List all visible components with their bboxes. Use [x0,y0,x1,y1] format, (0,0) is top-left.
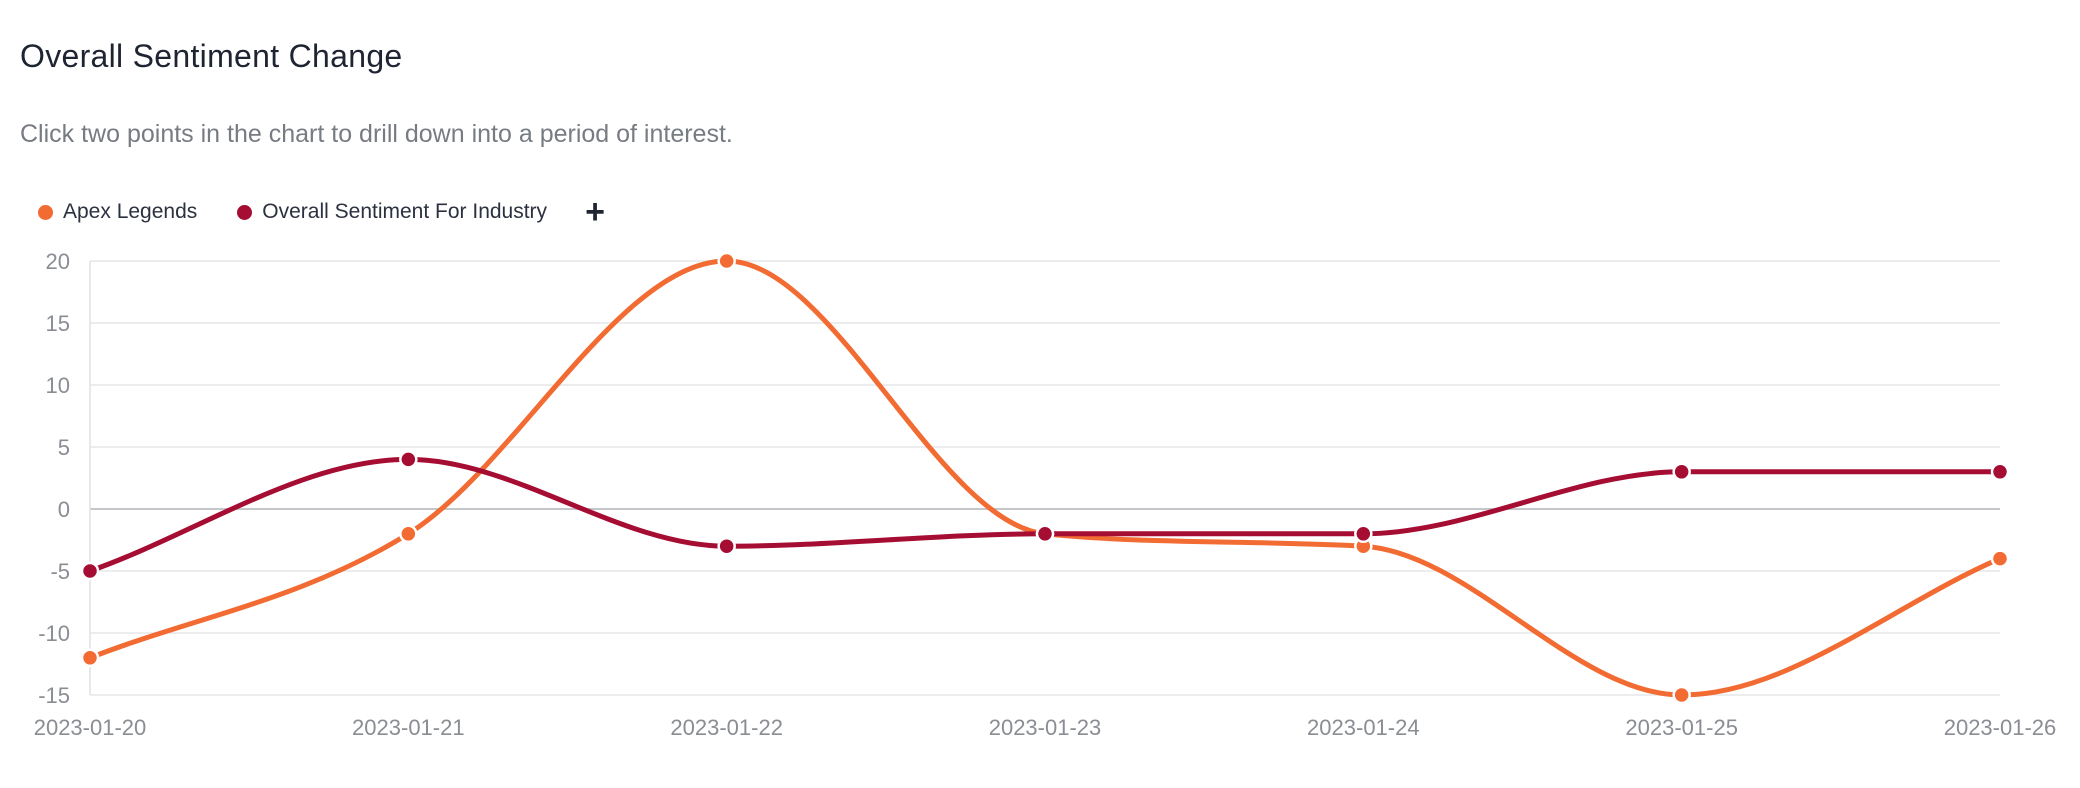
point-layer [80,251,2010,705]
data-point-apex-legends[interactable] [80,648,100,668]
chart-title: Overall Sentiment Change [20,38,403,74]
y-tick-label: 5 [58,435,70,460]
y-tick-label: 15 [46,311,70,336]
x-tick-label: 2023-01-24 [1307,715,1420,740]
data-point-industry[interactable] [1672,462,1691,482]
legend-item-industry[interactable]: Overall Sentiment For Industry [237,200,547,224]
y-tick-label: 20 [46,249,70,274]
x-tick-label: 2023-01-25 [1625,715,1738,740]
y-tick-label: -15 [38,683,70,708]
data-point-apex-legends[interactable] [399,524,418,544]
add-series-button[interactable]: + [585,193,605,231]
y-tick-label: -10 [38,621,70,646]
x-tick-label: 2023-01-23 [989,715,1102,740]
data-point-industry[interactable] [1035,524,1055,544]
y-tick-label: 10 [46,373,70,398]
legend-label-apex-legends: Apex Legends [63,200,198,223]
series-layer [87,258,2003,698]
legend-item-apex-legends[interactable]: Apex Legends [38,200,197,224]
grid-layer [89,260,2000,696]
y-tick-label: 0 [58,497,70,522]
legend-dot-apex-legends [38,204,53,220]
chart-subtitle: Click two points in the chart to drill d… [20,120,733,148]
y-tick-label: -5 [50,559,70,584]
data-point-apex-legends[interactable] [717,251,736,271]
data-point-industry[interactable] [1354,524,1373,544]
chart-legend: Apex Legends Overall Sentiment For Indus… [38,195,605,229]
data-point-industry[interactable] [399,450,418,469]
x-tick-label: 2023-01-20 [34,715,147,740]
legend-label-industry: Overall Sentiment For Industry [262,200,548,223]
x-tick-label: 2023-01-21 [352,715,465,740]
legend-dot-industry [237,204,253,220]
x-tick-label: 2023-01-22 [670,715,783,740]
series-line-apex-legends [87,258,2003,698]
data-point-apex-legends[interactable] [1990,549,2010,568]
data-point-industry[interactable] [717,536,736,556]
data-point-apex-legends[interactable] [1672,685,1691,705]
axis-layer: 20 15 10 5 0 -5 -10 -15 2023-01-20 2023-01-21 2023… [34,249,2057,740]
data-point-industry[interactable] [1990,462,2010,482]
x-tick-label: 2023-01-26 [1944,715,2057,740]
data-point-industry[interactable] [80,561,100,581]
